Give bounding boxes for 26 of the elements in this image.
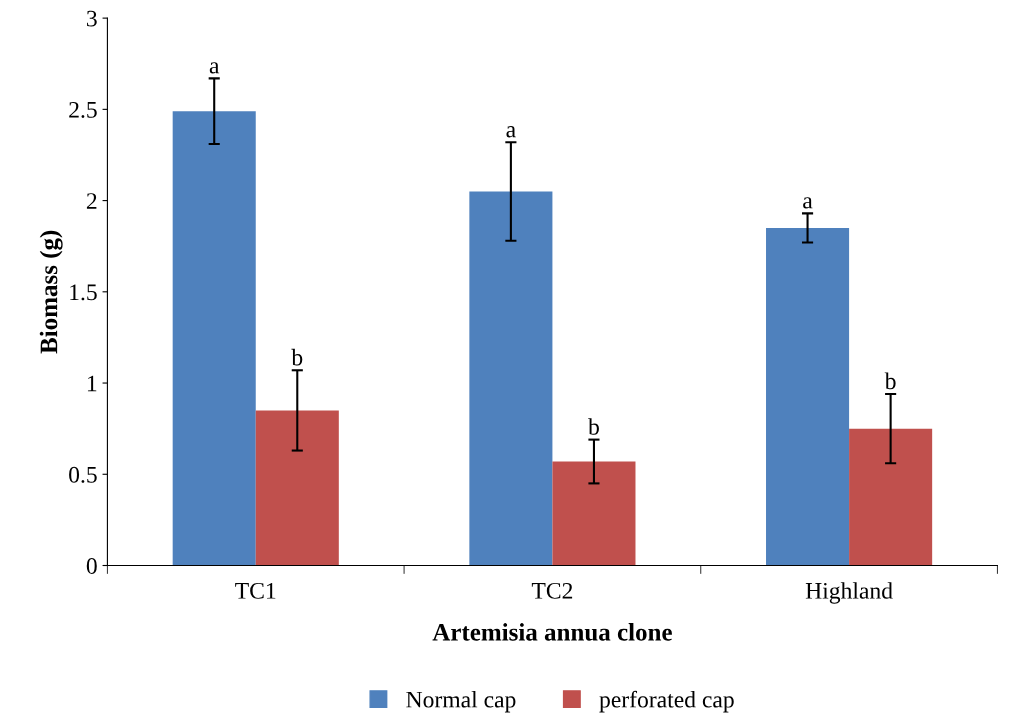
annotation: b	[291, 348, 303, 366]
y-tick-label: 0	[86, 557, 97, 574]
y-tick-label: 2	[86, 193, 97, 209]
annotation: b	[588, 418, 599, 435]
annotation: a	[209, 62, 220, 74]
annotation: b	[884, 372, 896, 390]
x-axis-title: Artemisia annua clone	[432, 623, 672, 641]
x-tick-label: TC2	[531, 582, 573, 599]
bar	[469, 191, 553, 566]
x-tick-label: Highland	[805, 582, 893, 604]
y-tick-label: 1	[87, 375, 97, 392]
bar	[766, 227, 850, 566]
legend-label: perforated cap	[599, 690, 734, 713]
x-tick-label: TC1	[235, 582, 276, 599]
bar	[172, 111, 256, 566]
y-axis-title: Biomass (g)	[39, 230, 63, 354]
bar	[552, 461, 636, 566]
annotation: a	[506, 126, 516, 138]
y-tick-label: 2.5	[69, 101, 97, 118]
legend-label: Normal cap	[406, 690, 516, 713]
bar	[849, 428, 933, 566]
y-tick-label: 1.5	[70, 284, 97, 301]
y-tick-label: 0.5	[69, 466, 97, 483]
annotation: a	[803, 197, 813, 209]
bar	[255, 410, 339, 566]
y-tick-label: 3	[87, 10, 97, 27]
